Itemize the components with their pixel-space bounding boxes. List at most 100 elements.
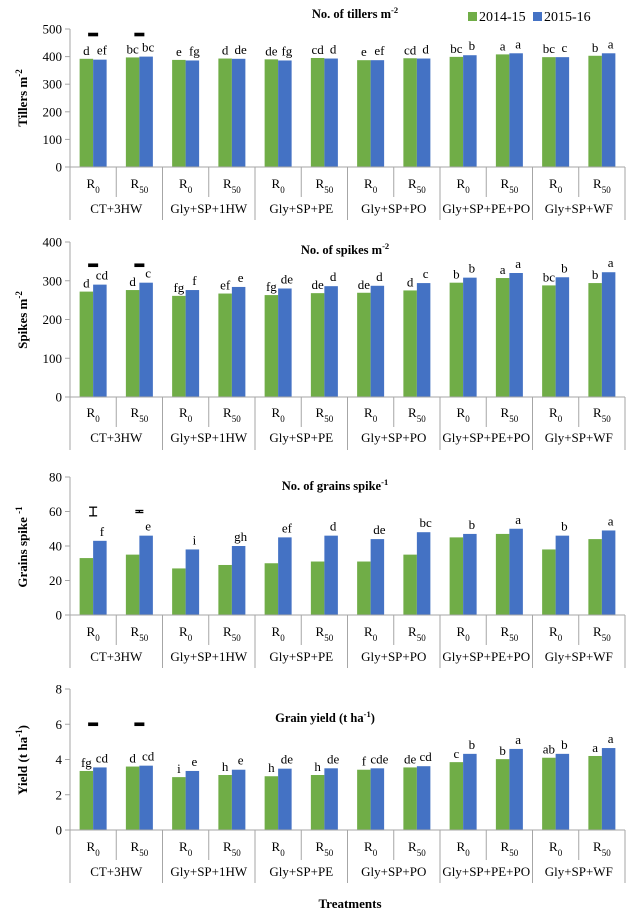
bar-2015-16 [463, 277, 477, 397]
significance-letter: h [222, 759, 229, 774]
significance-letter: d [129, 751, 136, 766]
category-label: R0 [364, 839, 378, 858]
y-tick-label: 500 [43, 22, 63, 37]
bar-2014-15 [449, 537, 464, 615]
significance-letter: de [373, 522, 386, 537]
significance-letter: e [176, 44, 182, 59]
bar-2015-16 [231, 769, 246, 830]
lsd-error-bar [134, 722, 145, 727]
significance-letter: b [469, 38, 476, 53]
significance-letter: d [407, 274, 414, 289]
bar-2015-16 [139, 765, 153, 830]
significance-letter: de [281, 272, 294, 287]
bar-2014-15 [264, 295, 279, 397]
bar-2014-15 [403, 58, 417, 168]
bar-2015-16 [231, 286, 246, 397]
bar-2014-15 [264, 563, 279, 615]
treatment-group-label: Gly+SP+1HW [170, 649, 248, 664]
y-tick-label: 6 [56, 717, 63, 732]
category-label: R50 [501, 176, 519, 195]
treatment-group-label: Gly+SP+1HW [170, 864, 248, 879]
treatment-group-label: Gly+SP+PE+PO [442, 864, 530, 879]
category-label: R50 [408, 624, 426, 643]
treatment-group-label: CT+3HW [90, 864, 143, 879]
y-tick-label: 0 [56, 823, 63, 838]
y-axis-label: Tillers m-2 [14, 69, 30, 127]
lsd-error-bar [88, 263, 99, 268]
significance-letter: i [193, 532, 197, 547]
legend: 2014-15 2015-16 [468, 10, 591, 25]
category-label: R50 [316, 839, 334, 858]
bar-2014-15 [264, 776, 279, 830]
bar-2014-15 [172, 777, 186, 830]
category-label: R50 [316, 176, 334, 195]
bar-2015-16 [185, 770, 200, 830]
bar-2014-15 [172, 295, 186, 397]
bar-2015-16 [555, 277, 570, 397]
significance-letter: cd [419, 749, 432, 764]
y-tick-label: 300 [43, 273, 63, 288]
significance-letter: a [608, 731, 614, 746]
treatment-group-label: CT+3HW [90, 430, 143, 445]
significance-letter: a [515, 36, 521, 51]
bar-2015-16 [278, 288, 292, 397]
bar-2014-15 [125, 290, 140, 397]
significance-letter: e [238, 270, 244, 285]
bar-2015-16 [324, 768, 338, 830]
bar-2015-16 [231, 58, 246, 167]
y-tick-label: 200 [43, 312, 63, 327]
bar-2014-15 [79, 291, 94, 397]
y-axis-label: Yield (t ha-1) [14, 725, 30, 795]
y-axis-label: Grains spike -1 [14, 506, 30, 588]
treatment-group-label: Gly+SP+PE+PO [442, 201, 530, 216]
significance-letter: f [362, 754, 367, 769]
bar-2015-16 [555, 57, 570, 167]
treatment-group-label: Gly+SP+1HW [170, 430, 248, 445]
treatment-group-label: CT+3HW [90, 201, 143, 216]
bar-2015-16 [324, 535, 338, 615]
bar-2015-16 [139, 56, 153, 167]
bar-2014-15 [588, 283, 602, 397]
category-label: R50 [131, 624, 149, 643]
significance-letter: f [100, 524, 105, 539]
significance-letter: de [265, 43, 278, 58]
bar-2014-15 [542, 285, 556, 397]
bar-2015-16 [416, 58, 431, 168]
significance-letter: d [222, 43, 229, 58]
category-label: R0 [549, 176, 563, 195]
significance-letter: b [469, 261, 476, 276]
bar-2014-15 [310, 57, 325, 168]
chart-title: No. of tillers m-2 [312, 5, 398, 21]
category-label: R0 [272, 405, 286, 424]
bar-2014-15 [125, 57, 140, 167]
significance-letter: d [83, 43, 90, 58]
bar-2014-15 [542, 549, 556, 615]
bar-2015-16 [601, 53, 616, 168]
bar-2014-15 [495, 533, 510, 615]
significance-letter: d [422, 42, 429, 57]
bar-2015-16 [93, 59, 107, 167]
bar-2015-16 [509, 528, 523, 615]
y-tick-label: 400 [43, 235, 63, 250]
significance-letter: de [327, 751, 340, 766]
bar-2014-15 [449, 282, 464, 397]
bar-2014-15 [264, 59, 279, 167]
significance-letter: ef [97, 43, 108, 58]
treatment-group-label: Gly+SP+PO [361, 430, 426, 445]
bar-2014-15 [310, 561, 325, 615]
legend-label: 2015-16 [544, 10, 591, 25]
treatment-group-label: Gly+SP+PE [269, 201, 333, 216]
category-label: R50 [316, 405, 334, 424]
bar-2015-16 [555, 535, 570, 615]
category-label: R50 [408, 839, 426, 858]
treatment-group-label: Gly+SP+PE [269, 430, 333, 445]
significance-letter: de [234, 42, 247, 57]
bar-2015-16 [93, 767, 107, 830]
category-label: R50 [131, 176, 149, 195]
bar-2015-16 [463, 55, 477, 167]
chart-panel-1: 0 100 200 300 400 500 Tillers m-2 No. of tiller… [14, 5, 626, 220]
category-label: R50 [408, 176, 426, 195]
y-tick-label: 60 [49, 504, 62, 519]
bar-2014-15 [357, 561, 371, 615]
significance-letter: fg [189, 43, 200, 58]
